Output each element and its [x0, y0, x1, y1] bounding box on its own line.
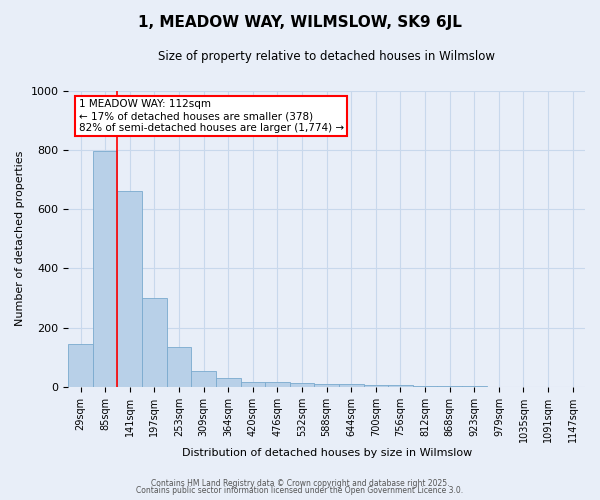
Bar — [364, 386, 388, 387]
Bar — [68, 344, 93, 387]
Bar — [462, 386, 487, 387]
Bar — [167, 347, 191, 387]
Bar — [413, 386, 437, 387]
Bar — [118, 192, 142, 387]
Text: 1 MEADOW WAY: 112sqm
← 17% of detached houses are smaller (378)
82% of semi-deta: 1 MEADOW WAY: 112sqm ← 17% of detached h… — [79, 100, 344, 132]
Bar — [339, 384, 364, 387]
Bar — [216, 378, 241, 387]
Title: Size of property relative to detached houses in Wilmslow: Size of property relative to detached ho… — [158, 50, 495, 63]
Bar — [142, 298, 167, 387]
Text: 1, MEADOW WAY, WILMSLOW, SK9 6JL: 1, MEADOW WAY, WILMSLOW, SK9 6JL — [138, 15, 462, 30]
Text: Contains HM Land Registry data © Crown copyright and database right 2025.: Contains HM Land Registry data © Crown c… — [151, 478, 449, 488]
Bar — [265, 382, 290, 387]
Y-axis label: Number of detached properties: Number of detached properties — [15, 151, 25, 326]
Text: Contains public sector information licensed under the Open Government Licence 3.: Contains public sector information licen… — [136, 486, 464, 495]
Bar — [93, 152, 118, 387]
Bar — [241, 382, 265, 387]
Bar — [437, 386, 462, 387]
Bar — [388, 386, 413, 387]
Bar — [314, 384, 339, 387]
Bar — [290, 384, 314, 387]
X-axis label: Distribution of detached houses by size in Wilmslow: Distribution of detached houses by size … — [182, 448, 472, 458]
Bar — [191, 370, 216, 387]
